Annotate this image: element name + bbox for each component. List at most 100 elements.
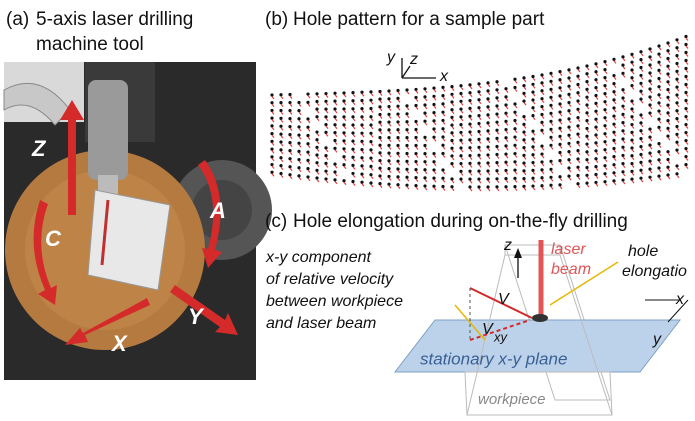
hole (513, 111, 516, 114)
hole (333, 178, 336, 181)
hole (351, 164, 354, 167)
hole (477, 106, 480, 109)
hole (281, 151, 283, 154)
hole (551, 147, 553, 150)
hole (578, 185, 580, 188)
hole (362, 118, 364, 121)
hole (326, 157, 328, 160)
hole (398, 186, 400, 189)
hole (488, 92, 490, 95)
hole (461, 165, 463, 168)
hole (432, 160, 435, 163)
hole (450, 154, 453, 157)
hole (684, 59, 687, 62)
hole (558, 94, 561, 97)
hole (522, 115, 525, 118)
hole (549, 96, 552, 99)
hole (542, 132, 544, 135)
hole (297, 174, 300, 177)
hole (603, 92, 606, 95)
hole (279, 125, 282, 128)
hole (531, 177, 534, 180)
hole (479, 149, 481, 152)
hole (389, 178, 391, 181)
hole (495, 161, 498, 164)
hole (468, 99, 471, 102)
hole (657, 175, 660, 178)
hole (657, 44, 660, 47)
hole (596, 113, 598, 116)
hole (342, 179, 345, 182)
hole (585, 182, 588, 185)
hole (686, 118, 688, 121)
hole-pattern (270, 35, 688, 191)
hole (486, 129, 489, 132)
hole (612, 123, 615, 126)
hole (425, 139, 427, 142)
hole (387, 105, 390, 108)
hole (488, 156, 490, 159)
hole (369, 99, 372, 102)
hole (497, 116, 499, 119)
hole (666, 41, 669, 44)
laser-beam-label: beam (551, 261, 591, 278)
hole (479, 157, 481, 160)
hole (522, 185, 525, 188)
hole (342, 155, 345, 158)
hole (668, 76, 670, 79)
hole (281, 128, 283, 131)
hole (317, 134, 319, 137)
hole (522, 169, 525, 172)
hole (549, 104, 552, 107)
hole (506, 147, 508, 150)
hole (317, 95, 319, 98)
hole (362, 135, 364, 138)
hole (657, 61, 660, 64)
hole (585, 80, 588, 83)
hole (497, 188, 499, 191)
hole (648, 63, 651, 66)
hole (335, 95, 337, 98)
hole (353, 183, 355, 186)
hole (324, 123, 327, 126)
hole (324, 162, 327, 165)
hole (470, 102, 472, 105)
hole (378, 167, 381, 170)
hole (522, 131, 525, 134)
hole (587, 107, 589, 110)
hole (452, 150, 454, 153)
hole (632, 173, 634, 176)
hole (369, 107, 372, 110)
hole (632, 79, 634, 82)
hole (576, 157, 579, 160)
hole (396, 144, 399, 147)
hole (621, 178, 624, 181)
hole (639, 113, 642, 116)
hole (506, 139, 508, 142)
hole (389, 186, 391, 189)
hole (504, 144, 507, 147)
hole (560, 186, 562, 189)
hole (648, 168, 651, 171)
hole (407, 115, 409, 118)
hole (353, 110, 355, 113)
hole (630, 107, 633, 110)
hole (639, 90, 642, 93)
hole (650, 90, 652, 93)
hole (540, 184, 543, 187)
hole (362, 127, 364, 130)
hole (603, 100, 606, 103)
hole (659, 48, 661, 51)
hole (351, 131, 354, 134)
hole (533, 180, 535, 183)
hole (533, 164, 535, 167)
hole (641, 180, 643, 183)
hole (450, 131, 453, 134)
hole (567, 109, 570, 112)
hole (515, 130, 517, 133)
hole (596, 152, 598, 155)
hole (639, 169, 642, 172)
hole (369, 157, 372, 160)
hole (531, 98, 534, 101)
hole (351, 91, 354, 94)
